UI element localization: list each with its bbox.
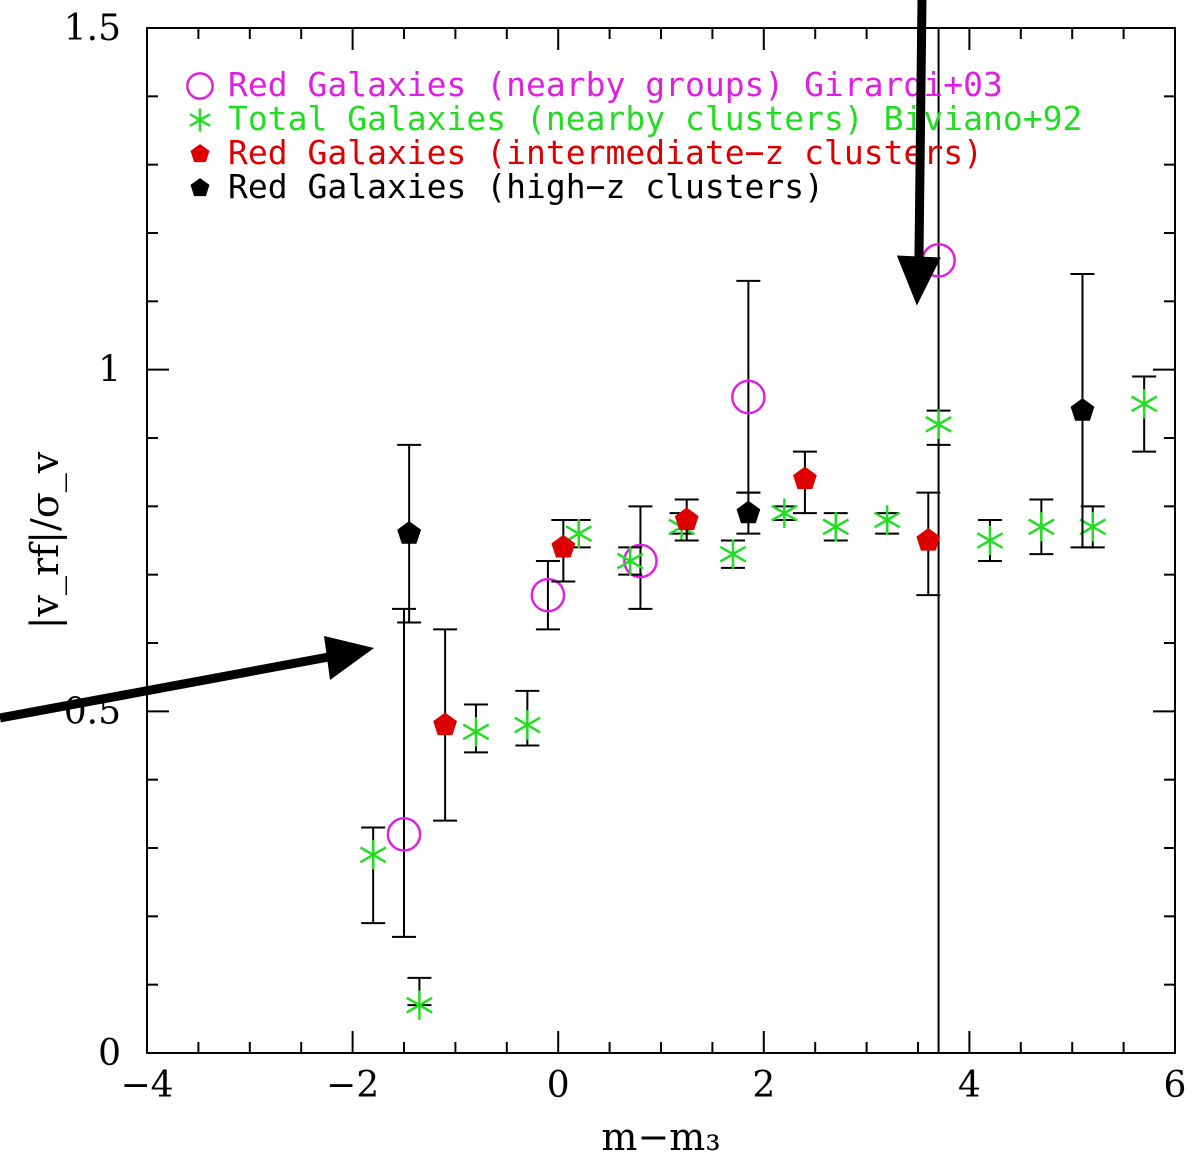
x-tick-label: −4 — [120, 1065, 173, 1106]
y-tick-label: 0 — [98, 1033, 121, 1074]
axis-ticks — [146, 27, 1176, 1054]
marker-asterisk — [565, 518, 593, 549]
marker-asterisk — [925, 409, 952, 440]
error-bar — [628, 505, 653, 610]
x-tick-label: 0 — [547, 1065, 570, 1106]
marker-asterisk — [616, 546, 644, 576]
marker-pentagon — [793, 466, 817, 490]
marker-pentagon — [1070, 398, 1095, 421]
error-bar — [535, 560, 560, 631]
marker-asterisk — [1028, 512, 1055, 542]
marker-asterisk — [822, 512, 850, 542]
marker-asterisk — [462, 717, 490, 747]
marker-open-circle — [186, 72, 214, 100]
y-tick-label: 1 — [98, 350, 121, 391]
x-tick-label: 2 — [752, 1065, 775, 1106]
series-0 — [386, 242, 956, 938]
y-axis-title: |v_rf|/σ_v — [23, 451, 68, 629]
annotation-arrows — [0, 0, 941, 723]
marker-pentagon — [397, 521, 422, 544]
marker-asterisk — [189, 108, 211, 132]
marker-pentagon — [916, 527, 941, 551]
marker-asterisk — [873, 505, 901, 535]
x-tick-label: 6 — [1164, 1065, 1187, 1106]
marker-asterisk — [514, 710, 541, 740]
marker-asterisk — [771, 498, 798, 528]
legend-entry-2: Red Galaxies (intermediate−z clusters) — [228, 133, 983, 172]
x-tick-label: −2 — [326, 1065, 379, 1106]
marker-pentagon — [433, 712, 457, 736]
arrow-head — [324, 636, 375, 680]
series-3 — [397, 273, 1095, 624]
marker-asterisk — [406, 990, 433, 1020]
legend-entry-0: Red Galaxies (nearby groups) Girardi+03 — [228, 65, 1003, 104]
marker-pentagon — [736, 500, 761, 524]
marker-asterisk — [1130, 389, 1158, 419]
data-series — [359, 242, 1158, 1020]
error-bar — [736, 279, 761, 494]
y-tick-label: 1.5 — [64, 8, 121, 49]
marker-asterisk — [976, 525, 1004, 556]
marker-pentagon — [674, 507, 699, 531]
error-bar — [392, 607, 416, 938]
marker-open-circle — [386, 816, 422, 852]
marker-open-circle — [731, 379, 766, 415]
marker-open-circle — [623, 543, 658, 579]
marker-asterisk — [1079, 512, 1107, 542]
arrow-shaft — [914, 0, 927, 266]
marker-open-circle — [530, 577, 566, 613]
series-2 — [433, 450, 941, 822]
series-1 — [359, 375, 1158, 1020]
x-axis-title: m−m₃ — [601, 1115, 720, 1159]
x-tick-label: 4 — [958, 1065, 981, 1106]
arrow-shaft — [0, 651, 335, 723]
legend: Red Galaxies (nearby groups) Girardi+03T… — [186, 65, 1082, 206]
arrow-head — [896, 255, 941, 306]
marker-asterisk — [719, 539, 747, 569]
marker-pentagon — [190, 178, 210, 197]
marker-pentagon — [190, 144, 210, 163]
legend-entry-1: Total Galaxies (nearby clusters) Biviano… — [228, 99, 1082, 138]
marker-asterisk — [359, 840, 387, 870]
legend-entry-3: Red Galaxies (high−z clusters) — [228, 167, 824, 206]
marker-pentagon — [551, 534, 576, 558]
